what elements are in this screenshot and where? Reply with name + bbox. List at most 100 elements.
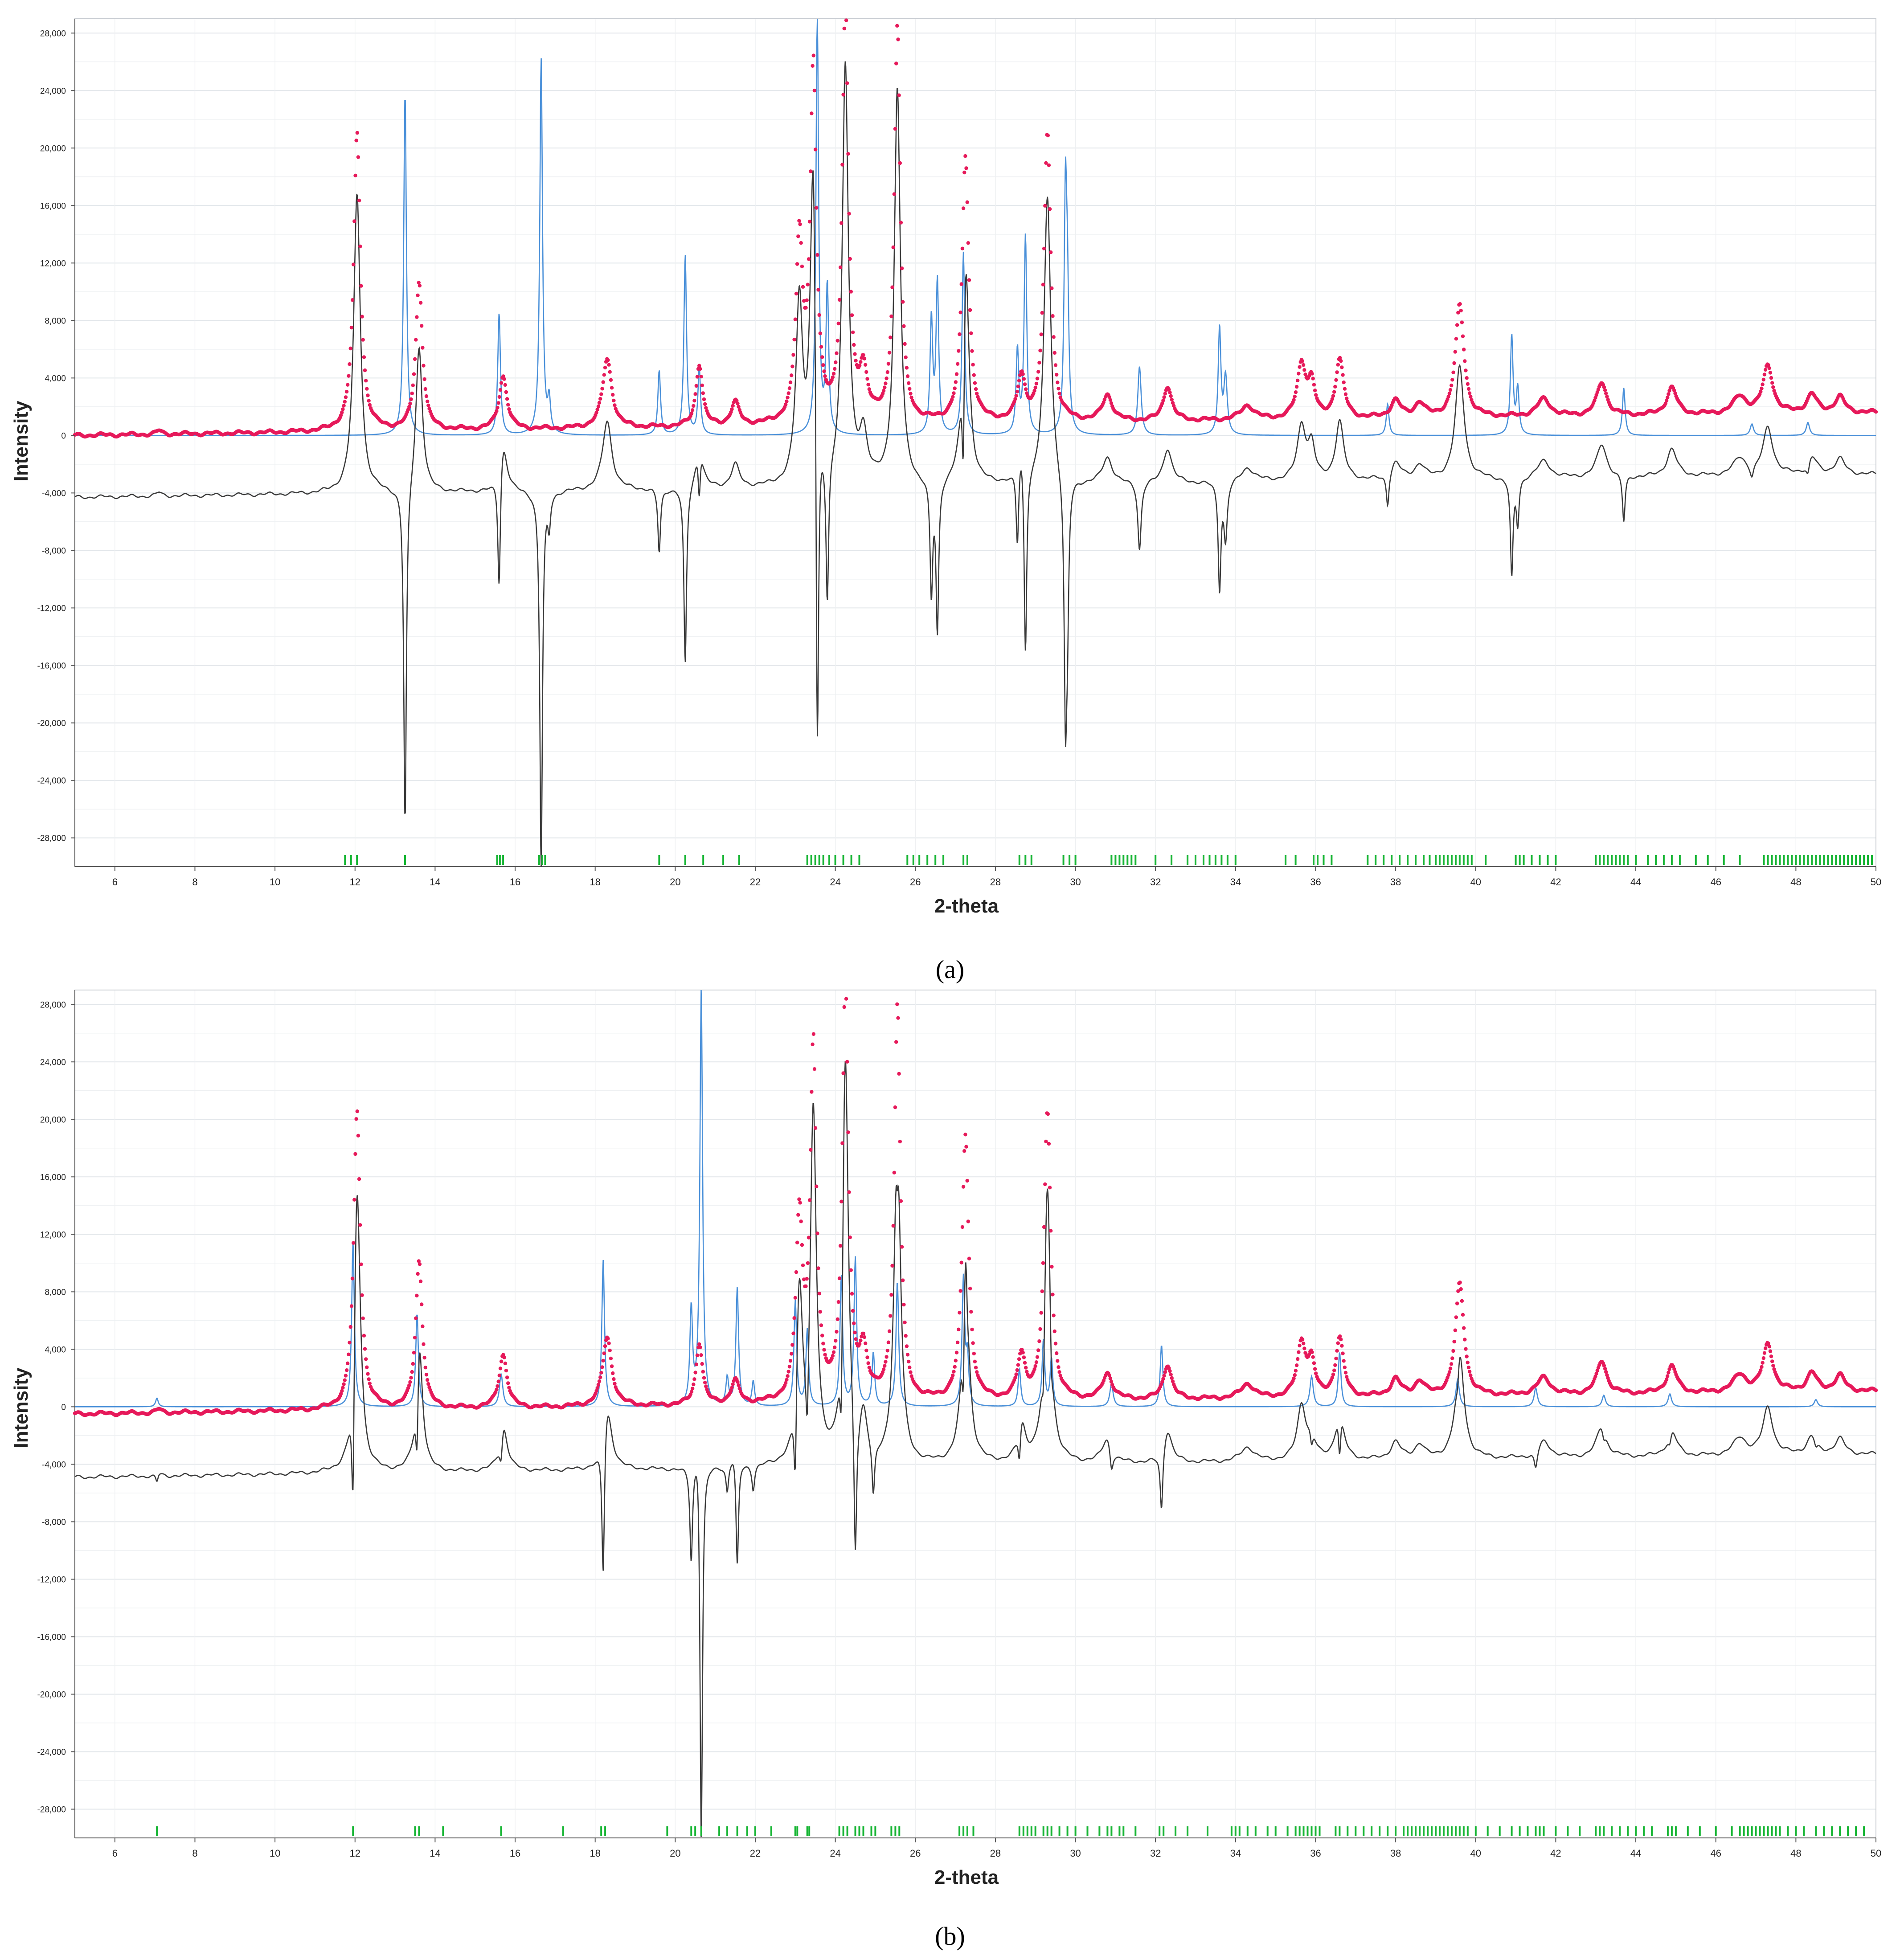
observed-point bbox=[1456, 311, 1460, 315]
observed-point bbox=[903, 1320, 907, 1325]
reflection-tick bbox=[1234, 1826, 1237, 1836]
observed-point bbox=[1171, 401, 1175, 405]
reflection-tick bbox=[1069, 855, 1071, 865]
calculated-line bbox=[75, 18, 1876, 436]
reflection-tick bbox=[822, 855, 824, 865]
observed-point bbox=[347, 374, 351, 378]
observed-point bbox=[1056, 1359, 1060, 1363]
observed-point bbox=[809, 1148, 813, 1152]
observed-point bbox=[422, 364, 426, 368]
x-tick-label: 44 bbox=[1630, 876, 1641, 888]
observed-point bbox=[1167, 1366, 1171, 1370]
y-tick-label: -20,000 bbox=[37, 719, 66, 728]
observed-point bbox=[700, 383, 704, 388]
reflection-tick bbox=[1527, 1826, 1529, 1836]
observed-point bbox=[886, 362, 891, 366]
observed-point bbox=[1293, 394, 1297, 399]
observed-point bbox=[424, 1373, 429, 1377]
observed-point bbox=[881, 389, 886, 393]
reflection-tick bbox=[1555, 855, 1557, 865]
observed-point bbox=[692, 1382, 696, 1387]
observed-point bbox=[818, 331, 823, 336]
observed-point bbox=[847, 1190, 851, 1194]
observed-point bbox=[499, 1359, 504, 1363]
reflection-tick bbox=[1187, 855, 1189, 865]
reflection-tick bbox=[1438, 855, 1441, 865]
observed-point bbox=[421, 346, 425, 350]
y-tick-label: -4,000 bbox=[42, 1460, 66, 1469]
reflection-tick bbox=[684, 855, 686, 865]
observed-point bbox=[417, 281, 421, 285]
caption-b: (b) bbox=[935, 1922, 965, 1951]
reflection-tick bbox=[1435, 855, 1437, 865]
observed-point bbox=[690, 408, 695, 412]
observed-point bbox=[361, 1316, 365, 1320]
observed-point bbox=[1303, 372, 1307, 376]
observed-point bbox=[1294, 385, 1299, 389]
reflection-tick bbox=[1214, 855, 1216, 865]
observed-point bbox=[846, 152, 850, 156]
observed-point bbox=[1036, 1348, 1040, 1352]
reflection-tick bbox=[1319, 1826, 1321, 1836]
observed-point bbox=[1056, 381, 1060, 385]
observed-point bbox=[1452, 361, 1456, 365]
observed-point bbox=[890, 285, 894, 289]
reflection-tick bbox=[496, 855, 498, 865]
reflection-tick bbox=[1515, 855, 1517, 865]
y-tick-label: -16,000 bbox=[37, 661, 66, 671]
reflection-tick bbox=[1627, 855, 1629, 865]
observed-point bbox=[1037, 360, 1041, 365]
observed-point bbox=[1052, 335, 1056, 339]
observed-point bbox=[847, 212, 851, 216]
observed-point bbox=[698, 1345, 702, 1350]
reflection-tick bbox=[1302, 1826, 1305, 1836]
y-tick-label: 4,000 bbox=[45, 1345, 66, 1354]
observed-point bbox=[802, 1277, 806, 1281]
reflection-tick bbox=[1331, 855, 1333, 865]
reflection-tick bbox=[1511, 1826, 1513, 1836]
x-tick-label: 30 bbox=[1070, 1848, 1081, 1859]
reflection-tick bbox=[418, 1826, 420, 1836]
reflection-tick bbox=[858, 855, 860, 865]
reflection-tick bbox=[1030, 1826, 1032, 1836]
observed-point bbox=[899, 221, 903, 225]
observed-point bbox=[350, 298, 355, 302]
observed-point bbox=[408, 1380, 412, 1384]
observed-point bbox=[833, 367, 837, 371]
observed-point bbox=[417, 1259, 421, 1263]
y-tick-label: -8,000 bbox=[42, 1518, 66, 1527]
observed-point bbox=[354, 1117, 358, 1121]
y-tick-label: -24,000 bbox=[37, 1747, 66, 1757]
observed-point bbox=[1447, 391, 1452, 396]
observed-point bbox=[848, 1235, 852, 1240]
observed-point bbox=[729, 410, 733, 414]
reflection-tick bbox=[1110, 1826, 1113, 1836]
reflection-tick bbox=[1647, 855, 1649, 865]
observed-point bbox=[502, 377, 506, 381]
observed-point bbox=[407, 1383, 411, 1387]
reflection-tick bbox=[1539, 855, 1541, 865]
reflection-tick bbox=[1863, 855, 1865, 865]
observed-point bbox=[811, 1032, 816, 1036]
x-tick-label: 50 bbox=[1871, 876, 1881, 888]
observed-point bbox=[858, 363, 862, 368]
observed-point bbox=[599, 1371, 603, 1375]
observed-point bbox=[787, 386, 792, 390]
observed-point bbox=[883, 385, 887, 389]
observed-point bbox=[702, 1376, 706, 1380]
observed-point bbox=[1456, 1289, 1460, 1293]
observed-point bbox=[1335, 1349, 1339, 1353]
reflection-tick bbox=[890, 1826, 893, 1836]
observed-point bbox=[1760, 386, 1764, 390]
observed-point bbox=[594, 410, 598, 414]
observed-point bbox=[1052, 351, 1056, 355]
reflection-tick bbox=[1024, 855, 1027, 865]
observed-point bbox=[790, 364, 794, 368]
reflection-tick bbox=[1723, 855, 1725, 865]
observed-point bbox=[1672, 1367, 1676, 1371]
observed-point bbox=[1014, 1372, 1018, 1376]
y-tick-label: 0 bbox=[61, 1403, 66, 1412]
observed-point bbox=[786, 396, 790, 400]
observed-point bbox=[787, 1365, 792, 1369]
reflection-tick bbox=[156, 1826, 158, 1836]
